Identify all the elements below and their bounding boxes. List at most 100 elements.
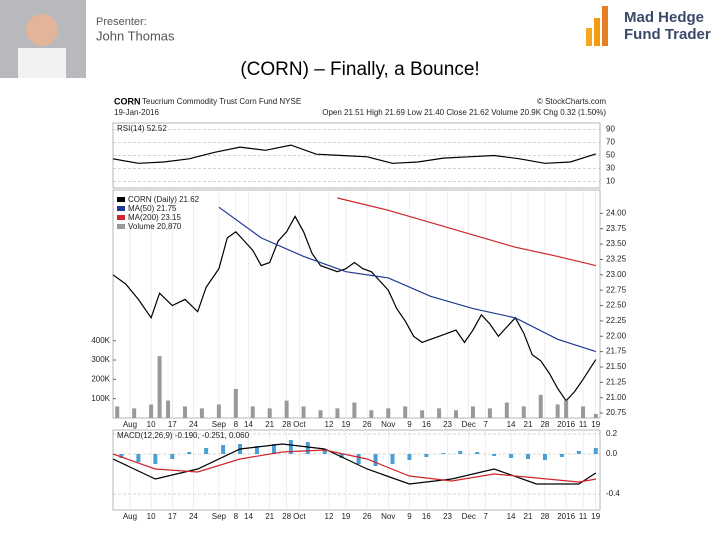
x-tick-label: 28 xyxy=(282,420,291,429)
bar xyxy=(407,454,412,460)
x-tick-label: Oct xyxy=(293,420,306,429)
x-tick-label: 23 xyxy=(443,512,452,521)
x-tick-label: 9 xyxy=(407,512,412,521)
y-tick-label: -0.4 xyxy=(606,489,620,498)
x-tick-label: 2016 xyxy=(557,420,575,429)
x-tick-label: 8 xyxy=(234,420,239,429)
x-tick-label: 28 xyxy=(540,420,549,429)
line xyxy=(112,144,596,164)
bar xyxy=(526,454,531,459)
bar xyxy=(437,408,442,418)
bar xyxy=(216,404,221,418)
bar xyxy=(157,356,162,418)
bar xyxy=(593,448,598,454)
y-tick-label: 23.00 xyxy=(606,270,627,279)
x-tick-label: 16 xyxy=(422,420,431,429)
bar xyxy=(509,454,514,458)
panel-label: MACD(12,26,9) -0.190, -0.251, 0.060 xyxy=(117,431,250,440)
bar xyxy=(267,408,272,418)
bar xyxy=(352,402,357,418)
bar xyxy=(288,440,293,454)
line xyxy=(112,443,597,485)
y-tick-label: 10 xyxy=(606,177,615,186)
x-tick-label: 12 xyxy=(325,512,334,521)
x-tick-label: Sep xyxy=(212,420,227,429)
bar xyxy=(390,454,395,464)
bar xyxy=(538,394,543,418)
bar xyxy=(403,406,408,418)
bar xyxy=(420,410,425,418)
x-tick-label: 21 xyxy=(524,512,533,521)
bar xyxy=(204,448,209,454)
logo-bar xyxy=(586,28,592,46)
x-tick-label: Oct xyxy=(293,512,306,521)
x-tick-label: 28 xyxy=(282,512,291,521)
legend-label: Volume 20,870 xyxy=(128,222,182,231)
source: © StockCharts.com xyxy=(537,97,606,106)
bar xyxy=(454,410,459,418)
x-tick-label: 21 xyxy=(265,420,274,429)
y2-tick-label: 300K xyxy=(91,355,110,364)
bar xyxy=(504,402,509,418)
bar xyxy=(335,408,340,418)
x-tick-label: 7 xyxy=(483,420,488,429)
panel xyxy=(112,429,601,511)
y-tick-label: 22.00 xyxy=(606,331,627,340)
bar xyxy=(441,453,446,454)
x-tick-label: 11 xyxy=(579,512,588,521)
x-tick-label: 19 xyxy=(591,420,600,429)
presenter-name: John Thomas xyxy=(96,28,175,43)
bar xyxy=(593,413,598,418)
logo-bar xyxy=(594,18,600,46)
logo-text: Fund Trader xyxy=(624,26,711,43)
line xyxy=(218,206,596,353)
bar xyxy=(119,454,124,458)
x-tick-label: 17 xyxy=(168,512,177,521)
x-tick-label: 12 xyxy=(325,420,334,429)
bar xyxy=(322,450,327,454)
y-tick-label: 24.00 xyxy=(606,208,627,217)
bar xyxy=(221,445,226,454)
x-tick-label: 14 xyxy=(244,512,253,521)
y-tick-label: 50 xyxy=(606,151,615,160)
x-tick-label: 24 xyxy=(189,512,198,521)
bar xyxy=(254,446,259,454)
x-tick-label: 14 xyxy=(507,512,516,521)
line xyxy=(112,215,597,402)
bar xyxy=(166,400,171,418)
y-tick-label: 90 xyxy=(606,125,615,134)
y-tick-label: 21.75 xyxy=(606,347,627,356)
x-tick-label: 26 xyxy=(363,512,372,521)
y-tick-label: 21.00 xyxy=(606,393,627,402)
bar xyxy=(576,451,581,454)
bar xyxy=(521,406,526,418)
legend-label: CORN (Daily) 21.62 xyxy=(128,195,200,204)
line xyxy=(112,449,596,483)
y2-tick-label: 400K xyxy=(91,336,110,345)
y-tick-label: 70 xyxy=(606,138,615,147)
bar xyxy=(542,454,547,460)
bar xyxy=(318,410,323,418)
legend-swatch xyxy=(117,224,125,229)
bar xyxy=(284,400,289,418)
y-tick-label: 20.75 xyxy=(606,408,627,417)
x-tick-label: Nov xyxy=(381,420,395,429)
y2-tick-label: 100K xyxy=(91,394,110,403)
y-tick-label: 23.75 xyxy=(606,224,627,233)
x-tick-label: 26 xyxy=(363,420,372,429)
legend-swatch xyxy=(117,197,125,202)
bar xyxy=(492,454,497,456)
x-tick-label: Aug xyxy=(123,512,137,521)
x-tick-label: 19 xyxy=(341,420,350,429)
legend-swatch xyxy=(117,215,125,220)
bar xyxy=(250,406,255,418)
bar xyxy=(487,408,492,418)
x-tick-label: Dec xyxy=(462,512,476,521)
legend-label: MA(200) 23.15 xyxy=(128,213,181,222)
x-tick-label: 10 xyxy=(147,512,156,521)
presenter-label: Presenter: xyxy=(96,16,147,28)
x-tick-label: 7 xyxy=(483,512,488,521)
bar xyxy=(564,400,569,418)
logo-bar xyxy=(602,6,608,46)
